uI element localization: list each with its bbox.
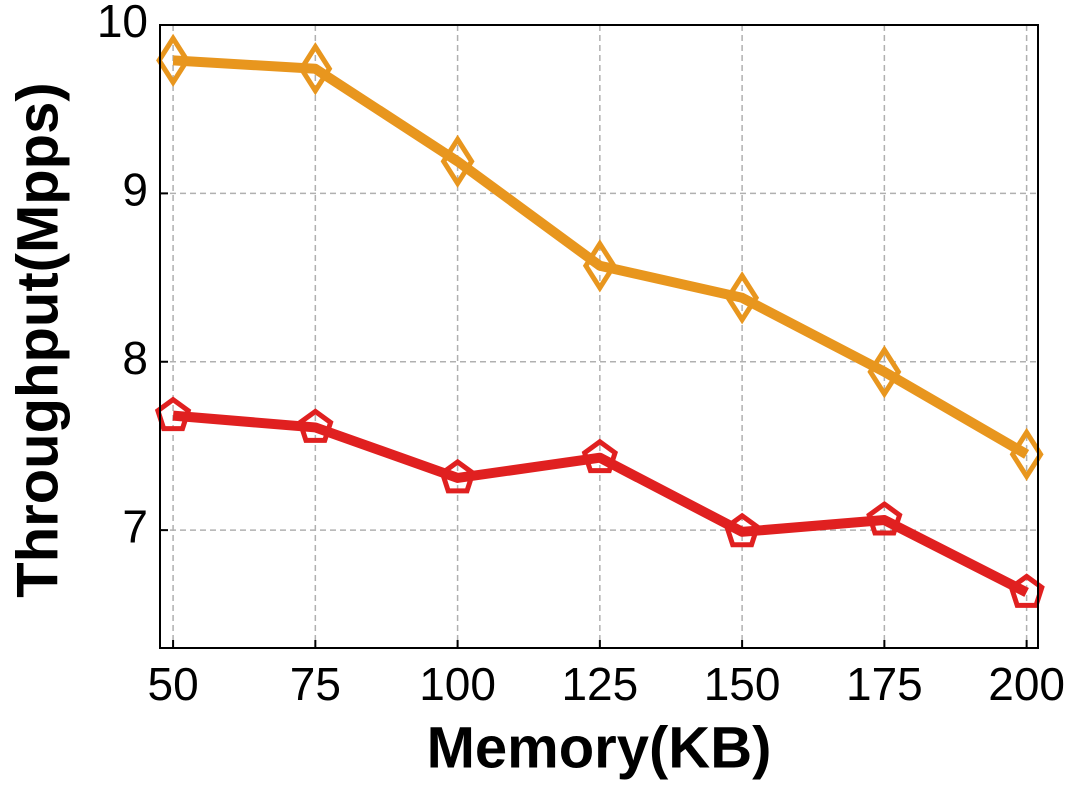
x-tick-label: 100 bbox=[419, 658, 496, 710]
y-tick-label: 9 bbox=[122, 164, 148, 216]
y-tick-label: 8 bbox=[122, 332, 148, 384]
marker bbox=[1009, 427, 1044, 482]
x-tick-label: 125 bbox=[561, 658, 638, 710]
y-tick-label: 7 bbox=[122, 500, 148, 552]
marker bbox=[725, 271, 760, 325]
marker bbox=[297, 408, 334, 443]
series-line bbox=[172, 55, 1030, 459]
x-tick-label: 175 bbox=[846, 658, 923, 710]
x-tick-label: 50 bbox=[148, 658, 199, 710]
marker bbox=[866, 500, 903, 536]
marker bbox=[582, 239, 617, 293]
plot-frame bbox=[159, 24, 1039, 649]
y-axis-title: Throughput(Mpps) bbox=[5, 82, 70, 597]
marker bbox=[439, 458, 476, 494]
x-tick-label: 200 bbox=[988, 658, 1065, 710]
marker bbox=[440, 134, 475, 189]
marker bbox=[156, 33, 191, 88]
x-axis-title: Memory(KB) bbox=[427, 715, 772, 780]
x-tick-label: 150 bbox=[704, 658, 781, 710]
marker bbox=[298, 42, 333, 96]
x-tick-label: 75 bbox=[290, 658, 341, 710]
series-line bbox=[172, 410, 1029, 597]
marker bbox=[867, 345, 902, 399]
marker bbox=[581, 438, 619, 474]
marker bbox=[723, 512, 761, 548]
marker bbox=[1008, 573, 1045, 608]
y-tick-label: 10 bbox=[97, 0, 148, 47]
